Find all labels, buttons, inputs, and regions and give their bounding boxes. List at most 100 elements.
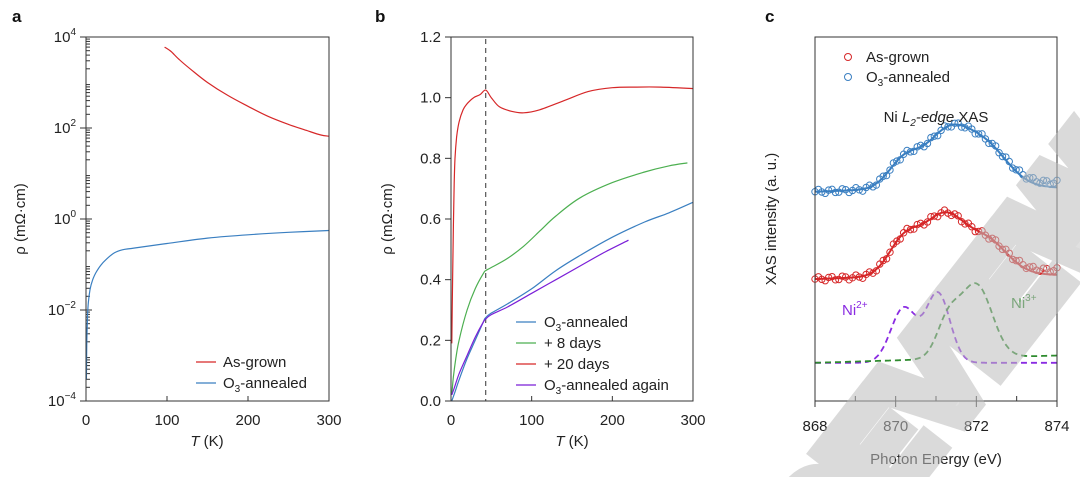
y-tick-exponent: 2 bbox=[70, 118, 76, 129]
data-marker bbox=[1008, 164, 1017, 172]
data-marker bbox=[1022, 175, 1031, 183]
data-marker bbox=[961, 220, 969, 228]
legend-label-main: O bbox=[544, 377, 556, 394]
legend-label-subscript: 3 bbox=[556, 386, 562, 397]
data-marker bbox=[916, 219, 925, 227]
data-marker bbox=[1032, 266, 1041, 274]
component-line-ni2+ bbox=[814, 291, 1057, 364]
data-marker bbox=[1026, 174, 1034, 182]
legend-marker bbox=[844, 73, 852, 81]
panel-label-c: c bbox=[765, 7, 774, 26]
data-marker bbox=[1039, 176, 1048, 185]
data-marker bbox=[838, 272, 846, 280]
data-marker bbox=[974, 227, 983, 236]
panel-c-frame bbox=[814, 36, 1058, 402]
data-marker bbox=[916, 141, 925, 150]
panel-b-frame bbox=[450, 36, 694, 402]
data-marker bbox=[930, 132, 938, 140]
x-tick-label: 870 bbox=[883, 418, 908, 435]
data-marker bbox=[985, 139, 993, 148]
data-marker bbox=[923, 139, 932, 148]
y-tick-base: 10 bbox=[54, 29, 71, 46]
series-line-+-8-days bbox=[451, 162, 688, 395]
panel-c-legend: As-grown O3-annealed bbox=[844, 49, 950, 89]
series-line-o3-annealed bbox=[85, 229, 330, 380]
data-marker bbox=[882, 171, 891, 180]
y-tick-exponent: −4 bbox=[65, 391, 77, 402]
data-marker bbox=[954, 212, 962, 220]
data-marker bbox=[818, 188, 826, 196]
data-marker bbox=[906, 225, 915, 234]
data-marker bbox=[1012, 166, 1020, 174]
y-tick-base: 10 bbox=[48, 302, 65, 319]
panel-a-series bbox=[85, 46, 330, 380]
component-label-superscript: 2+ bbox=[856, 300, 868, 311]
xlabel-symbol: T bbox=[190, 433, 201, 450]
y-tick-label: 0.8 bbox=[420, 150, 441, 167]
x-tick-label: 868 bbox=[802, 418, 827, 435]
data-marker bbox=[978, 130, 986, 138]
data-marker bbox=[831, 188, 840, 197]
component-line-ni3+ bbox=[814, 282, 1058, 364]
data-marker bbox=[1022, 264, 1031, 273]
data-marker bbox=[872, 181, 881, 189]
data-marker bbox=[1032, 178, 1041, 186]
y-tick-exponent: 4 bbox=[70, 27, 76, 38]
y-tick-label: 0.2 bbox=[420, 332, 441, 349]
panel-c: c 868 870 872 874 Photon Energy (eV) XAS in… bbox=[763, 7, 1070, 468]
component-label-main: Ni bbox=[842, 302, 856, 319]
data-marker bbox=[818, 275, 826, 284]
x-tick-label: 200 bbox=[600, 412, 625, 429]
panel-b-xlabel: T (K) bbox=[555, 433, 588, 450]
data-marker bbox=[1039, 264, 1048, 272]
data-marker bbox=[886, 166, 894, 174]
title-part: XAS bbox=[954, 109, 988, 126]
x-tick-label: 0 bbox=[447, 412, 455, 429]
panel-b-series bbox=[451, 86, 694, 402]
data-marker bbox=[944, 123, 952, 131]
panel-c-title: Ni L2-edge XAS bbox=[884, 109, 989, 129]
data-marker bbox=[940, 122, 949, 130]
panel-b-legend: O3-annealed+ 8 days+ 20 daysO3-annealed … bbox=[516, 314, 669, 397]
legend-label-rest: -annealed bbox=[883, 69, 950, 86]
series-line-o3-annealed-again bbox=[451, 239, 629, 396]
y-tick-base: 10 bbox=[54, 211, 71, 228]
data-marker bbox=[1026, 263, 1034, 271]
legend-label-rest: -annealed bbox=[561, 314, 628, 331]
panel-a-ylabel: ρ (mΩ·cm) bbox=[12, 183, 29, 254]
watermark-text: PREVIEW bbox=[682, 111, 1080, 477]
title-part: Ni bbox=[884, 109, 902, 126]
markers-o3-annealed bbox=[811, 119, 1061, 198]
legend-label: As-grown bbox=[223, 354, 286, 371]
data-marker bbox=[923, 218, 932, 226]
y-tick-label: 104 bbox=[54, 27, 77, 46]
panel-label-b: b bbox=[375, 7, 385, 26]
panel-c-axes: 868 870 872 874 bbox=[802, 396, 1070, 435]
x-tick-label: 100 bbox=[519, 412, 544, 429]
panel-b-axes: 0 100 200 300 0.0 0.2 0.4 0.6 0.8 1.0 1.2 bbox=[420, 29, 705, 429]
data-marker bbox=[879, 256, 887, 265]
data-marker bbox=[906, 148, 915, 156]
data-marker bbox=[896, 156, 904, 164]
y-tick-label: 102 bbox=[54, 118, 77, 137]
data-marker bbox=[968, 125, 976, 133]
x-tick-label: 0 bbox=[82, 412, 90, 429]
data-marker bbox=[1012, 256, 1020, 265]
y-tick-base: 10 bbox=[48, 393, 65, 410]
title-part: L bbox=[902, 109, 910, 126]
data-marker bbox=[951, 119, 959, 127]
legend-label: As-grown bbox=[866, 49, 929, 66]
panel-a-xlabel: T (K) bbox=[190, 433, 223, 450]
data-marker bbox=[988, 234, 996, 242]
y-tick-label: 10−2 bbox=[48, 300, 77, 319]
data-marker bbox=[1046, 268, 1054, 276]
legend-label: O3-annealed again bbox=[544, 377, 669, 397]
x-tick-label: 100 bbox=[154, 412, 179, 429]
x-tick-label: 200 bbox=[235, 412, 260, 429]
panel-c-series bbox=[811, 119, 1061, 364]
legend-marker bbox=[844, 53, 852, 61]
y-tick-label: 1.0 bbox=[420, 90, 441, 107]
